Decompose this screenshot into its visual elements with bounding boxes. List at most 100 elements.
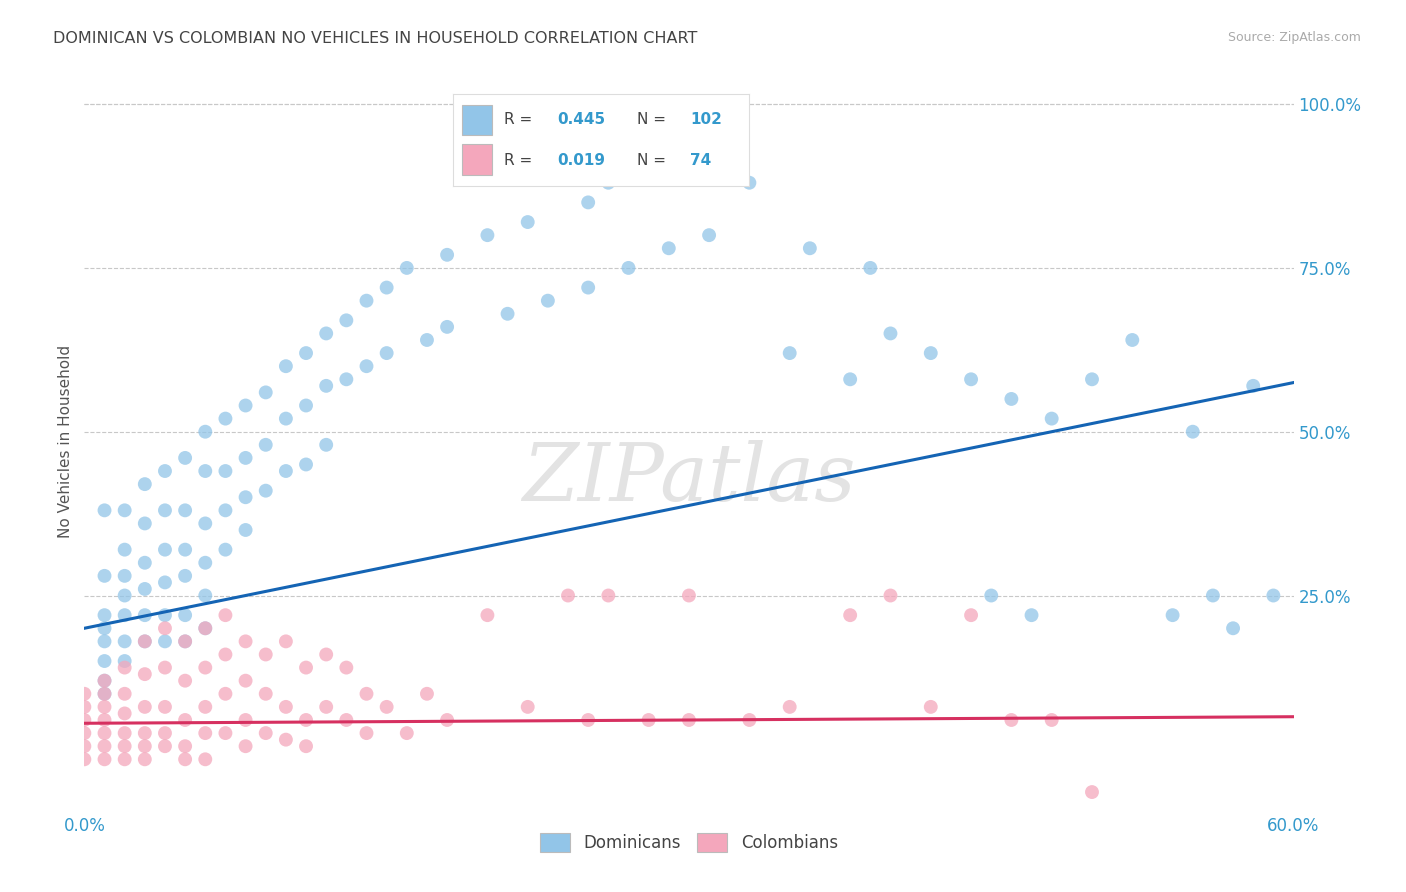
Point	[235, 634, 257, 648]
Point	[254, 726, 277, 740]
Point	[134, 516, 156, 531]
Point	[295, 713, 318, 727]
Text: ZIPatlas: ZIPatlas	[522, 440, 856, 517]
Point	[93, 713, 115, 727]
Point	[920, 699, 942, 714]
Point	[295, 739, 318, 754]
Point	[1000, 713, 1022, 727]
Point	[576, 195, 599, 210]
Point	[436, 248, 458, 262]
Point	[153, 699, 176, 714]
Point	[738, 713, 761, 727]
Point	[214, 608, 236, 623]
Point	[1000, 392, 1022, 406]
Point	[93, 673, 115, 688]
Point	[779, 699, 801, 714]
Point	[274, 359, 297, 374]
Point	[980, 589, 1002, 603]
Point	[93, 752, 115, 766]
Point	[93, 503, 115, 517]
Point	[73, 699, 96, 714]
Point	[114, 687, 136, 701]
Point	[93, 687, 115, 701]
Point	[93, 654, 115, 668]
Point	[134, 477, 156, 491]
Point	[235, 399, 257, 413]
Point	[235, 739, 257, 754]
Point	[274, 411, 297, 425]
Point	[576, 280, 599, 294]
Legend: Dominicans, Colombians: Dominicans, Colombians	[533, 826, 845, 859]
Point	[194, 699, 217, 714]
Point	[799, 241, 821, 255]
Point	[335, 660, 357, 674]
Point	[194, 621, 217, 635]
Point	[114, 503, 136, 517]
Point	[153, 660, 176, 674]
Point	[779, 346, 801, 360]
Point	[114, 654, 136, 668]
Point	[73, 752, 96, 766]
Point	[315, 648, 337, 662]
Point	[93, 634, 115, 648]
Point	[214, 687, 236, 701]
Point	[73, 713, 96, 727]
Point	[859, 260, 882, 275]
Point	[477, 608, 499, 623]
Point	[114, 569, 136, 583]
Point	[496, 307, 519, 321]
Point	[416, 687, 439, 701]
Point	[153, 575, 176, 590]
Point	[254, 687, 277, 701]
Point	[134, 752, 156, 766]
Point	[920, 346, 942, 360]
Point	[134, 582, 156, 596]
Y-axis label: No Vehicles in Household: No Vehicles in Household	[58, 345, 73, 538]
Point	[114, 542, 136, 557]
Point	[93, 739, 115, 754]
Point	[436, 319, 458, 334]
Point	[235, 673, 257, 688]
Point	[194, 726, 217, 740]
Point	[637, 162, 659, 177]
Point	[1202, 589, 1225, 603]
Point	[960, 608, 983, 623]
Point	[254, 483, 277, 498]
Point	[93, 608, 115, 623]
Point	[93, 687, 115, 701]
Point	[235, 490, 257, 504]
Point	[174, 739, 197, 754]
Point	[114, 739, 136, 754]
Point	[153, 503, 176, 517]
Point	[194, 660, 217, 674]
Point	[295, 660, 318, 674]
Point	[395, 260, 418, 275]
Point	[114, 608, 136, 623]
Point	[274, 464, 297, 478]
Point	[395, 726, 418, 740]
Point	[356, 293, 378, 308]
Point	[174, 450, 197, 465]
Point	[416, 333, 439, 347]
Point	[254, 385, 277, 400]
Point	[174, 634, 197, 648]
Text: Source: ZipAtlas.com: Source: ZipAtlas.com	[1227, 31, 1361, 45]
Point	[73, 739, 96, 754]
Point	[134, 608, 156, 623]
Point	[637, 713, 659, 727]
Point	[153, 726, 176, 740]
Point	[153, 608, 176, 623]
Point	[436, 713, 458, 727]
Point	[1040, 713, 1063, 727]
Point	[134, 667, 156, 681]
Point	[235, 713, 257, 727]
Point	[356, 687, 378, 701]
Point	[1081, 372, 1104, 386]
Point	[839, 608, 862, 623]
Point	[214, 726, 236, 740]
Point	[194, 589, 217, 603]
Point	[134, 634, 156, 648]
Point	[194, 516, 217, 531]
Point	[356, 359, 378, 374]
Point	[697, 228, 720, 243]
